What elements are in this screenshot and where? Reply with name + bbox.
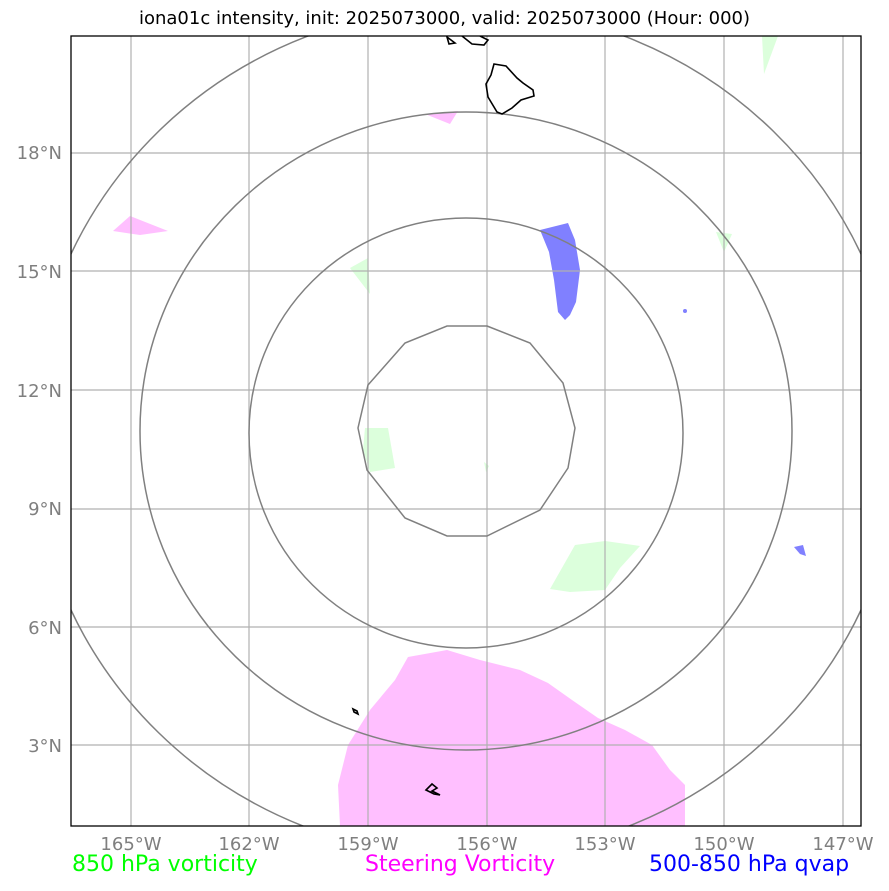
coastlines xyxy=(351,36,535,796)
vorticity-850-patch-3 xyxy=(350,258,370,294)
vorticity-850-patch-1 xyxy=(550,541,640,592)
vorticity-850-fields xyxy=(350,36,778,592)
graticule xyxy=(71,36,861,826)
lon-tick-150w: 150°W xyxy=(693,834,754,855)
qvap-patch-dot xyxy=(683,309,687,313)
lon-tick-156w: 156°W xyxy=(456,834,517,855)
lat-tick-15n: 15°N xyxy=(17,262,62,283)
lat-tick-18n: 18°N xyxy=(17,143,62,164)
coastline-island-south-1 xyxy=(351,707,360,716)
steering-vorticity-patch-south xyxy=(338,650,685,826)
coastline-big-island xyxy=(485,63,535,115)
range-ring-1 xyxy=(357,325,576,537)
plot-frame xyxy=(70,35,862,827)
qvap-patch-east xyxy=(794,545,806,556)
steering-vorticity-fields xyxy=(113,111,685,826)
legend-850-vorticity: 850 hPa vorticity xyxy=(72,852,258,877)
lat-tick-6n: 6°N xyxy=(28,618,62,639)
lon-tick-159w: 159°W xyxy=(337,834,398,855)
coastline-kahoolawe xyxy=(445,36,457,45)
lat-tick-9n: 9°N xyxy=(28,499,62,520)
range-rings xyxy=(71,36,861,826)
range-ring-3 xyxy=(139,111,793,751)
legend-qvap: 500-850 hPa qvap xyxy=(649,852,850,877)
coastline-maui xyxy=(461,36,490,46)
vorticity-850-patch-2 xyxy=(363,428,395,472)
lon-tick-153w: 153°W xyxy=(574,834,635,855)
vorticity-850-patch-4 xyxy=(762,36,778,74)
longitude-tick-labels: 165°W 162°W 159°W 156°W 153°W 150°W 147°… xyxy=(100,834,873,855)
lon-tick-165w: 165°W xyxy=(100,834,161,855)
lat-tick-3n: 3°N xyxy=(28,736,62,757)
steering-vorticity-patch-west xyxy=(113,216,168,235)
lon-tick-162w: 162°W xyxy=(218,834,279,855)
lat-tick-12n: 12°N xyxy=(17,381,62,402)
lon-tick-147w: 147°W xyxy=(812,834,873,855)
latitude-tick-labels: 18°N 15°N 12°N 9°N 6°N 3°N xyxy=(17,143,62,757)
range-ring-2 xyxy=(248,217,684,649)
legend-steering-vorticity: Steering Vorticity xyxy=(365,852,556,877)
coastline-island-south-2 xyxy=(424,782,441,796)
map-title: iona01c intensity, init: 2025073000, val… xyxy=(138,8,751,29)
